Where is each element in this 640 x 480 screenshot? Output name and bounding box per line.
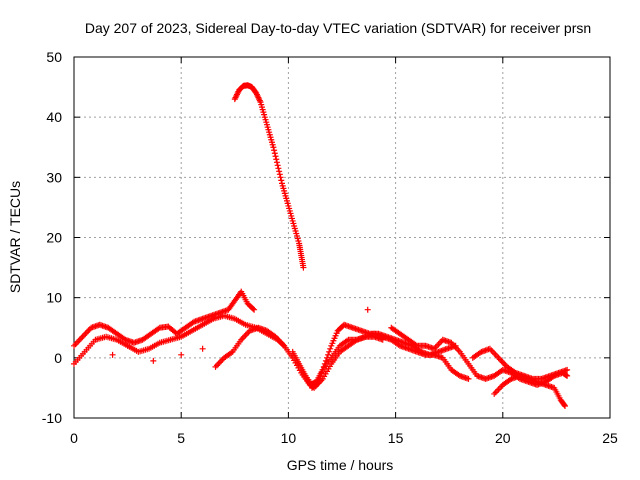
y-tick-label: 30 xyxy=(46,169,62,185)
data-point-interp xyxy=(275,165,282,172)
x-tick-label: 0 xyxy=(70,430,78,446)
x-tick-label: 25 xyxy=(602,430,618,446)
y-tick-label: -10 xyxy=(42,410,62,426)
x-tick-label: 10 xyxy=(281,430,297,446)
data-points xyxy=(71,82,571,409)
chart-title: Day 207 of 2023, Sidereal Day-to-day VTE… xyxy=(85,20,591,36)
data-point-interp xyxy=(561,401,568,408)
y-tick-label: 20 xyxy=(46,230,62,246)
data-point xyxy=(109,351,116,358)
data-point xyxy=(251,306,258,313)
data-point-interp xyxy=(250,305,257,312)
data-point xyxy=(199,345,206,352)
y-axis-label: SDTVAR / TECUs xyxy=(7,181,23,293)
x-tick-label: 20 xyxy=(495,430,511,446)
data-point-interp xyxy=(325,351,332,358)
data-point xyxy=(321,360,328,367)
data-point-interp xyxy=(271,147,278,154)
data-point xyxy=(124,342,131,349)
data-point-interp xyxy=(276,168,283,175)
gridlines xyxy=(74,57,610,418)
data-point xyxy=(561,402,568,409)
data-point-interp xyxy=(326,348,333,355)
data-point-interp xyxy=(276,171,283,178)
x-axis-label: GPS time / hours xyxy=(287,457,394,473)
axis-ticks xyxy=(73,56,611,419)
data-point-interp xyxy=(318,369,325,376)
data-point-interp xyxy=(277,174,284,181)
data-point xyxy=(564,366,571,373)
y-tick-label: 40 xyxy=(46,109,62,125)
y-tick-label: 10 xyxy=(46,290,62,306)
data-point-interp xyxy=(272,153,279,160)
data-point-interp xyxy=(323,354,330,361)
y-tick-label: 0 xyxy=(54,350,62,366)
data-point xyxy=(465,375,472,382)
data-point xyxy=(364,306,371,313)
data-point xyxy=(300,264,307,271)
data-point-interp xyxy=(319,366,326,373)
data-point-interp xyxy=(271,150,278,157)
x-tick-label: 5 xyxy=(177,430,185,446)
data-point xyxy=(564,372,571,379)
data-point xyxy=(150,357,157,364)
y-tick-label: 50 xyxy=(46,49,62,65)
data-point-interp xyxy=(273,159,280,166)
data-point-interp xyxy=(278,177,285,184)
data-point-interp xyxy=(320,363,327,370)
data-point-interp xyxy=(273,156,280,163)
data-point-interp xyxy=(327,345,334,352)
x-tick-label: 15 xyxy=(388,430,404,446)
data-point xyxy=(270,144,277,151)
data-point xyxy=(274,162,281,169)
data-point-interp xyxy=(322,357,329,364)
tick-labels: 0 5 10 15 20 25 -10 0 10 20 30 40 50 xyxy=(42,49,618,446)
data-point xyxy=(178,351,185,358)
